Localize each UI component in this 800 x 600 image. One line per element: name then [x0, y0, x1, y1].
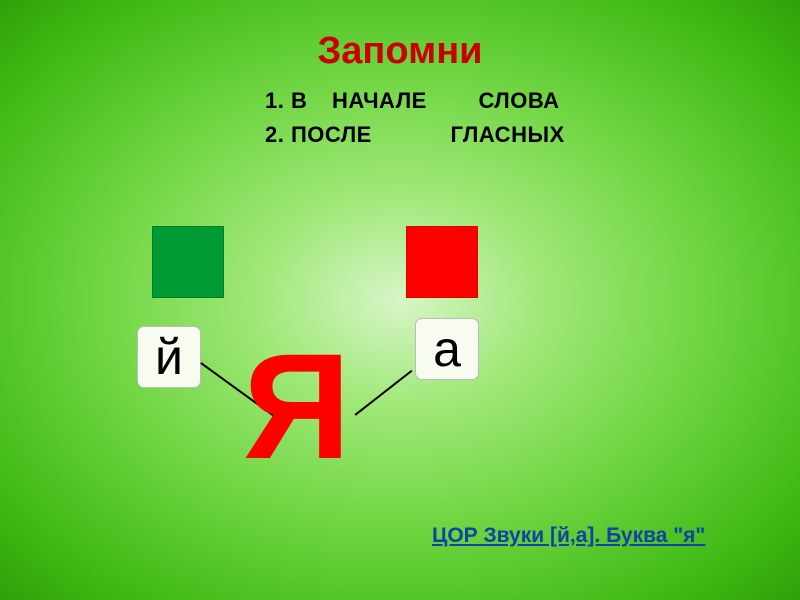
- rule-1: 1. В НАЧАЛЕ СЛОВА: [265, 88, 800, 114]
- rule-2-b: ГЛАСНЫХ: [450, 122, 564, 147]
- rule-1-a: В: [291, 88, 307, 113]
- rule-1-num: 1.: [265, 88, 284, 113]
- rule-2-a: ПОСЛЕ: [291, 122, 372, 147]
- rules-block: 1. В НАЧАЛЕ СЛОВА 2. ПОСЛЕ ГЛАСНЫХ: [265, 88, 800, 148]
- letter-box-i: й: [137, 326, 201, 388]
- footer-link[interactable]: ЦОР Звуки [й,а]. Буква "я": [432, 522, 705, 549]
- connector-line-right: [355, 370, 413, 416]
- red-square-icon: [406, 226, 478, 298]
- rule-2: 2. ПОСЛЕ ГЛАСНЫХ: [265, 122, 800, 148]
- rule-1-b: НАЧАЛЕ: [332, 88, 427, 113]
- page-title: Запомни: [0, 0, 800, 73]
- rule-2-num: 2.: [265, 122, 284, 147]
- diagram: й а Я: [0, 156, 800, 536]
- green-square-icon: [152, 226, 224, 298]
- letter-ya: Я: [243, 331, 351, 481]
- letter-box-a: а: [415, 318, 479, 380]
- rule-1-c: СЛОВА: [478, 88, 559, 113]
